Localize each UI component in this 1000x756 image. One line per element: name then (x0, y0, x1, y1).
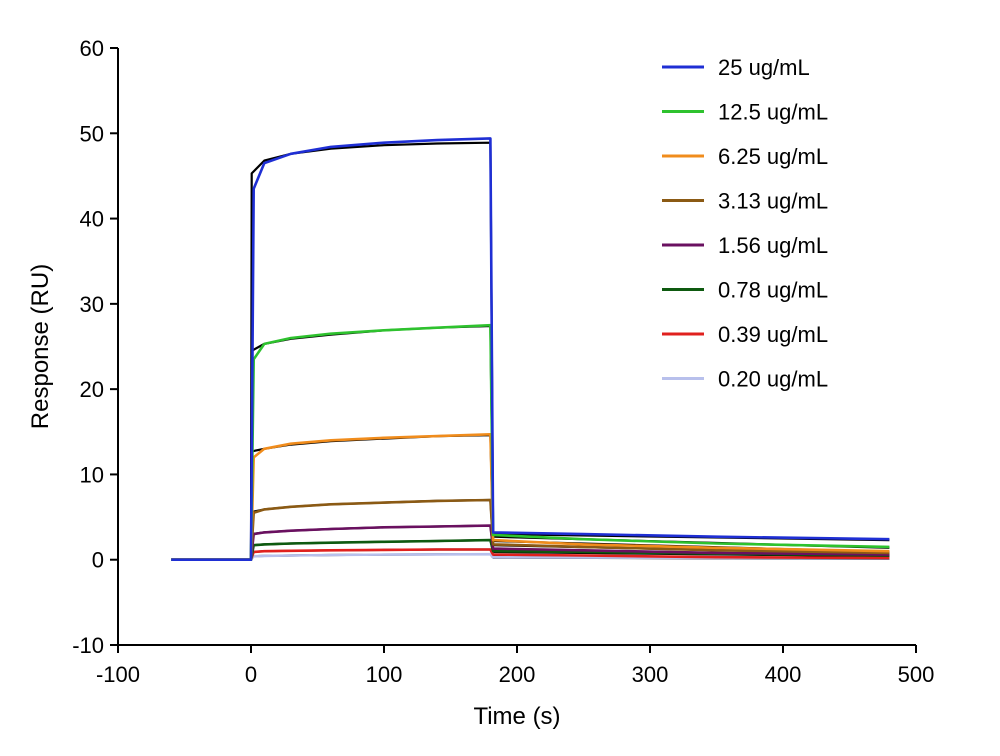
legend-label: 0.39 ug/mL (718, 322, 828, 347)
series-line (171, 137, 890, 561)
x-tick-label: -100 (96, 662, 140, 687)
y-tick-label: 30 (80, 292, 104, 317)
legend-label: 25 ug/mL (718, 55, 810, 80)
legend-label: 1.56 ug/mL (718, 233, 828, 258)
legend-label: 0.20 ug/mL (718, 367, 828, 392)
legend-label: 3.13 ug/mL (718, 189, 828, 214)
y-tick-label: -10 (72, 633, 104, 658)
data-series (171, 137, 890, 561)
y-tick-label: 0 (92, 548, 104, 573)
fit-line (171, 324, 890, 561)
x-tick-label: 400 (765, 662, 802, 687)
x-tick-label: 0 (245, 662, 257, 687)
series-line (171, 552, 890, 561)
series-line (171, 498, 890, 561)
x-tick-label: 300 (632, 662, 669, 687)
legend: 25 ug/mL 12.5 ug/mL 6.25 ug/mL 3.13 ug/mL 1.… (662, 55, 828, 392)
x-tick-label: 200 (499, 662, 536, 687)
y-axis-title: Response (RU) (27, 264, 54, 429)
x-axis-title: Time (s) (473, 703, 560, 730)
y-tick-label: 60 (80, 36, 104, 61)
series-line (171, 323, 890, 561)
legend-label: 12.5 ug/mL (718, 100, 828, 125)
y-tick-label: 20 (80, 377, 104, 402)
y-tick-label: 40 (80, 207, 104, 232)
x-tick-label: 500 (898, 662, 935, 687)
y-tick-label: 50 (80, 121, 104, 146)
x-tick-label: 100 (366, 662, 403, 687)
legend-label: 6.25 ug/mL (718, 144, 828, 169)
y-tick-label: 10 (80, 462, 104, 487)
series-line (171, 433, 890, 561)
legend-label: 0.78 ug/mL (718, 278, 828, 303)
